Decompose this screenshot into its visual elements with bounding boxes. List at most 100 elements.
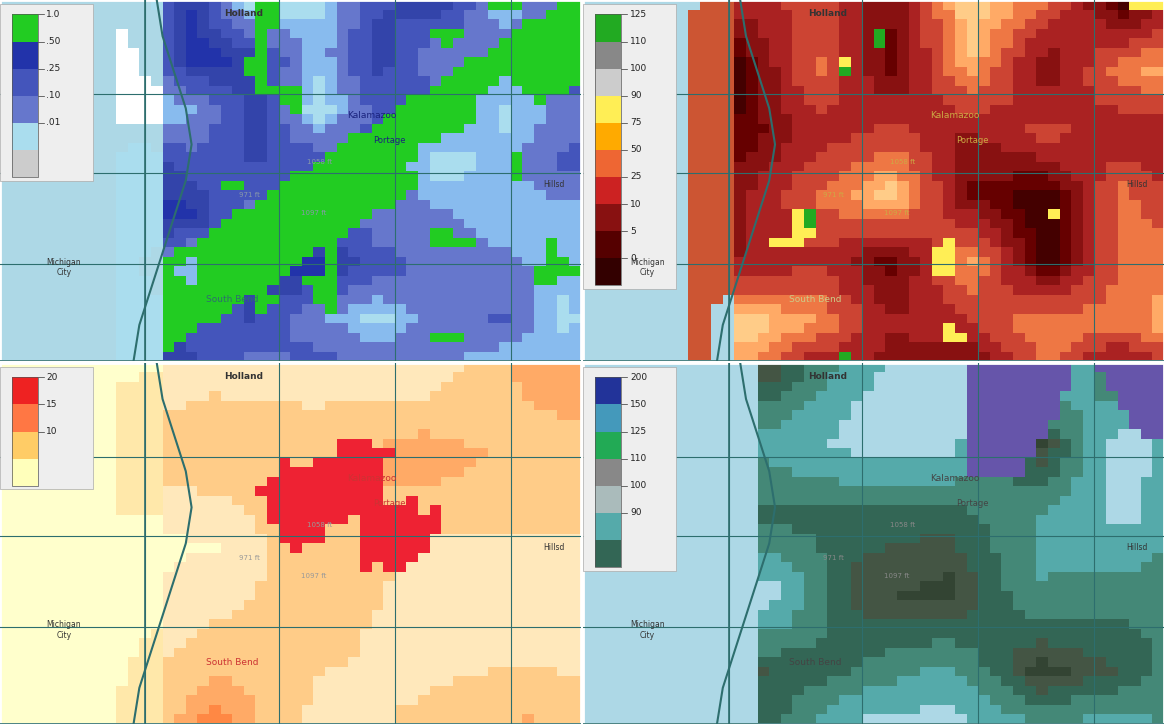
Bar	[499, 487, 511, 496]
Bar	[897, 9, 909, 19]
Bar	[583, 114, 595, 124]
Bar	[488, 363, 499, 372]
Bar	[978, 19, 989, 28]
Bar	[81, 152, 93, 161]
Bar	[464, 563, 476, 572]
Bar	[488, 332, 499, 342]
Bar	[1094, 496, 1106, 505]
Bar	[523, 600, 534, 610]
Bar	[301, 392, 313, 401]
Bar	[816, 19, 828, 28]
Bar	[746, 0, 758, 9]
Bar	[700, 372, 711, 382]
Bar	[665, 114, 676, 124]
Bar	[105, 219, 116, 228]
Bar	[676, 648, 688, 657]
Bar	[140, 95, 151, 104]
Bar	[816, 505, 828, 515]
Bar	[828, 171, 839, 180]
Bar	[1013, 285, 1024, 295]
Bar	[618, 620, 630, 629]
Bar	[700, 496, 711, 505]
Bar	[476, 515, 488, 524]
Bar	[1059, 256, 1071, 266]
Bar	[267, 553, 278, 563]
Bar	[255, 468, 267, 477]
Bar	[325, 581, 336, 591]
Bar	[278, 76, 290, 85]
Bar	[476, 161, 488, 171]
Bar	[453, 180, 464, 190]
Bar	[909, 85, 921, 95]
Bar	[255, 276, 267, 285]
Bar	[863, 266, 874, 276]
Bar	[175, 313, 186, 323]
Bar	[769, 600, 781, 610]
Bar	[978, 468, 989, 477]
Bar	[1013, 715, 1024, 724]
Bar	[278, 696, 290, 705]
Bar	[23, 686, 35, 696]
Bar	[47, 48, 58, 57]
Bar	[35, 505, 47, 515]
Bar	[0, 352, 12, 361]
Bar	[35, 600, 47, 610]
Bar	[886, 372, 897, 382]
Bar	[1013, 496, 1024, 505]
Bar	[653, 382, 665, 392]
Bar	[546, 143, 558, 152]
Bar	[653, 342, 665, 352]
Bar	[1141, 696, 1152, 705]
Bar	[35, 190, 47, 200]
Bar	[665, 104, 676, 114]
Bar	[583, 95, 595, 104]
Bar	[886, 496, 897, 505]
Bar	[453, 152, 464, 161]
Bar	[290, 382, 301, 392]
Bar	[406, 190, 418, 200]
Bar	[464, 57, 476, 67]
Bar	[430, 133, 441, 143]
Bar	[711, 76, 723, 85]
Bar	[430, 667, 441, 676]
Bar	[1141, 352, 1152, 361]
Bar	[105, 133, 116, 143]
Bar	[769, 468, 781, 477]
Bar	[954, 200, 966, 209]
Bar	[453, 285, 464, 295]
Bar	[163, 342, 175, 352]
Bar	[301, 553, 313, 563]
Bar	[453, 676, 464, 686]
Bar	[653, 85, 665, 95]
Bar	[464, 392, 476, 401]
Bar	[151, 342, 163, 352]
Bar	[198, 143, 210, 152]
Bar	[186, 0, 198, 9]
Bar	[395, 715, 406, 724]
Bar	[886, 667, 897, 676]
Bar	[954, 581, 966, 591]
Bar	[711, 496, 723, 505]
Bar	[418, 553, 430, 563]
Bar	[641, 0, 653, 9]
Bar	[931, 581, 943, 591]
Bar	[558, 228, 569, 237]
Bar	[488, 392, 499, 401]
Bar	[1024, 534, 1036, 544]
Bar	[1129, 228, 1141, 237]
Bar	[35, 382, 47, 392]
Bar	[1048, 429, 1059, 439]
Bar	[1094, 363, 1106, 372]
Bar	[886, 332, 897, 342]
Bar	[700, 487, 711, 496]
Bar	[1013, 228, 1024, 237]
Bar	[1106, 114, 1117, 124]
Bar	[290, 180, 301, 190]
Bar	[360, 686, 371, 696]
Bar	[0, 124, 12, 133]
Bar	[325, 439, 336, 448]
Bar	[1024, 161, 1036, 171]
Bar	[278, 352, 290, 361]
Bar	[1048, 247, 1059, 256]
Bar	[828, 639, 839, 648]
